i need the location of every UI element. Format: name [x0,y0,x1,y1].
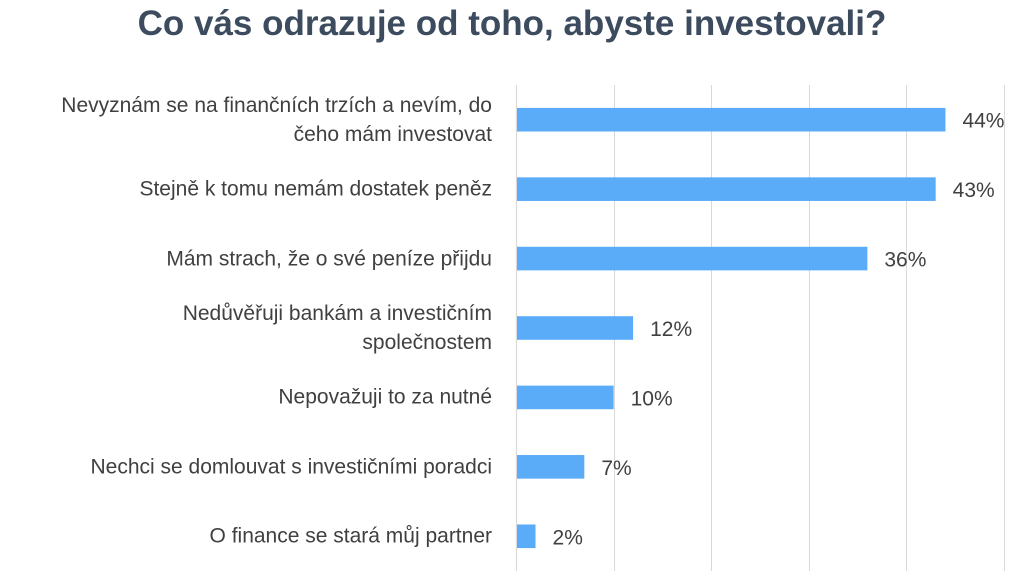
category-label: Stejně k tomu nemám dostatek peněz [0,175,492,204]
category-label: Nechci se domlouvat s investičními porad… [0,452,492,481]
category-label-line: Nedůvěřuji bankám a investičním [182,302,492,325]
data-label: 2% [553,526,583,549]
bar [517,177,936,201]
category-label: Mám strach, že o své peníze přijdu [0,244,492,273]
category-label-line: Mám strach, že o své peníze přijdu [166,247,492,271]
category-label-line: Stejně k tomu nemám dostatek peněz [139,177,492,201]
bar [517,316,634,340]
category-label: Nedůvěřuji bankám a investičním společnos… [0,299,492,357]
category-label-line: čeho mám investovat [293,122,492,146]
bars [517,107,946,549]
bar [517,524,536,549]
data-label: 44% [962,110,1004,133]
data-labels: 44% 43% 36% 12% 10% 7% 2% [553,110,1005,550]
data-label: 43% [953,179,995,202]
bar [517,385,614,410]
category-label-line: společnostem [362,331,492,354]
data-label: 10% [631,387,673,410]
bar [517,246,868,271]
bar [517,455,585,479]
category-label: Nevyznám se na finančních trzích a nevím… [0,91,492,149]
category-label: O finance se stará můj partner [0,522,492,551]
category-label-line: Nechci se domlouvat s investičními porad… [90,455,492,479]
bar [517,107,946,132]
category-label-line: Nevyznám se na finančních trzích a nevím… [61,93,492,117]
category-label-line: O finance se stará můj partner [209,524,492,548]
category-label: Nepovažuji to za nutné [0,383,492,412]
chart-title: Co vás odrazuje od toho, abyste investov… [137,4,887,43]
category-label-line: Nepovažuji to za nutné [278,385,492,409]
data-label: 36% [884,249,926,272]
data-label: 7% [601,457,631,480]
data-label: 12% [650,318,692,341]
